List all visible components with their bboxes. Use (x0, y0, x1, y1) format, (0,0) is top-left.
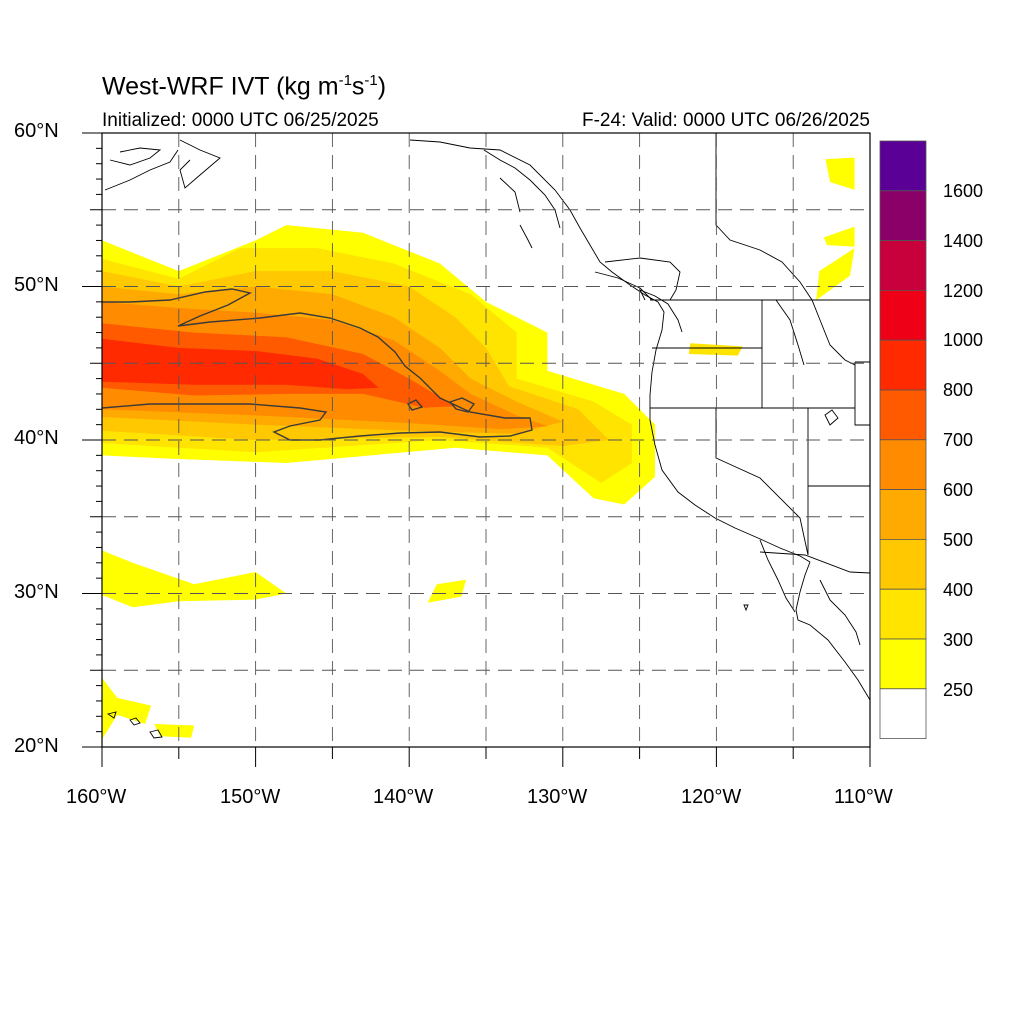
coastline-segment-15 (854, 361, 870, 426)
ivt-region-800-6 (102, 338, 379, 390)
ivt-region-250-10 (816, 248, 855, 301)
ivt-colorbar (879, 140, 927, 739)
lat-label-30n: 30°N (14, 581, 59, 603)
coastline-segment-6 (639, 289, 683, 333)
ivt-contour-1 (448, 397, 476, 413)
ivt-region-250-13 (102, 677, 152, 740)
coastline-segment-22 (499, 177, 521, 213)
coastline-segment-23 (519, 224, 533, 249)
colorbar-swatch-0 (879, 140, 927, 192)
colorbar-swatch-7 (879, 489, 927, 540)
colorbar-swatch-8 (879, 539, 927, 590)
colorbar-label-1400: 1400 (943, 231, 984, 251)
valid-time: F-24: Valid: 0000 UTC 06/26/2025 (582, 110, 870, 131)
coastline-segment-17 (775, 299, 805, 366)
colorbar-swatch-1 (879, 190, 927, 242)
coastline-segment-28 (149, 729, 163, 739)
colorbar-swatch-5 (879, 389, 927, 441)
coastline-segment-1 (795, 561, 870, 701)
coastline-segment-0 (409, 139, 811, 563)
ivt-region-300-8 (688, 343, 743, 356)
coastline-segment-29 (743, 604, 749, 612)
coastline-segment-5 (594, 271, 653, 301)
axis-ticks (82, 132, 871, 767)
colorbar-swatch-4 (879, 339, 927, 391)
lat-label-50n: 50°N (14, 274, 59, 296)
colorbar-swatch-10 (879, 638, 927, 690)
map-title: West-WRF IVT (kg m-1s-1) (102, 72, 387, 101)
colorbar-label-250: 250 (943, 680, 974, 700)
colorbar-label-700: 700 (943, 430, 974, 450)
graticule (102, 133, 870, 747)
coastline-segment-18 (179, 139, 221, 189)
coastline-segment-7 (715, 133, 856, 366)
coastline-segment-2 (759, 539, 796, 613)
coastline-segment-25 (824, 409, 839, 426)
lon-label-150w: 150°W (220, 786, 281, 808)
colorbar-swatch-6 (879, 439, 927, 490)
colorbar-label-1600: 1600 (943, 181, 984, 201)
lat-label-40n: 40°N (14, 427, 59, 449)
colorbar-label-300: 300 (943, 630, 974, 650)
coastline-segment-24 (639, 289, 646, 301)
colorbar-label-1200: 1200 (943, 281, 984, 301)
coastline-segment-20 (104, 149, 179, 191)
lon-label-110w: 110°W (834, 786, 893, 808)
coastline-segment-27 (129, 717, 141, 726)
colorbar-swatch-3 (879, 289, 927, 341)
coastline-segment-19 (109, 147, 162, 166)
lon-label-140w: 140°W (373, 786, 434, 808)
ivt-region-250-9 (825, 157, 855, 190)
ivt-contour-2 (406, 399, 424, 411)
colorbar-label-600: 600 (943, 480, 974, 500)
ivt-contour-lines (102, 288, 533, 441)
colorbar-swatch-9 (879, 588, 927, 640)
ivt-contour-0 (102, 288, 533, 441)
initialized-time: Initialized: 0000 UTC 06/25/2025 (102, 110, 379, 131)
coastline-segment-4 (604, 257, 681, 301)
coastlines-and-borders (104, 133, 870, 739)
coastline-segment-3 (819, 579, 861, 646)
lon-label-130w: 130°W (527, 786, 588, 808)
colorbar-label-400: 400 (943, 580, 974, 600)
colorbar-label-500: 500 (943, 530, 974, 550)
ivt-region-250-7 (427, 579, 466, 603)
coastline-segment-16 (759, 551, 870, 574)
lon-label-160w: 160°W (66, 786, 127, 808)
ivt-region-250-14 (154, 724, 195, 738)
colorbar-swatch-2 (879, 240, 927, 291)
colorbar-swatch-11 (879, 688, 927, 739)
coastline-segment-26 (106, 711, 117, 719)
lat-label-20n: 20°N (14, 735, 59, 757)
lat-label-60n: 60°N (14, 120, 59, 142)
lon-label-120w: 120°W (681, 786, 742, 808)
ivt-region-250-11 (823, 226, 855, 247)
colorbar-label-800: 800 (943, 380, 974, 400)
colorbar-label-1000: 1000 (943, 330, 984, 350)
